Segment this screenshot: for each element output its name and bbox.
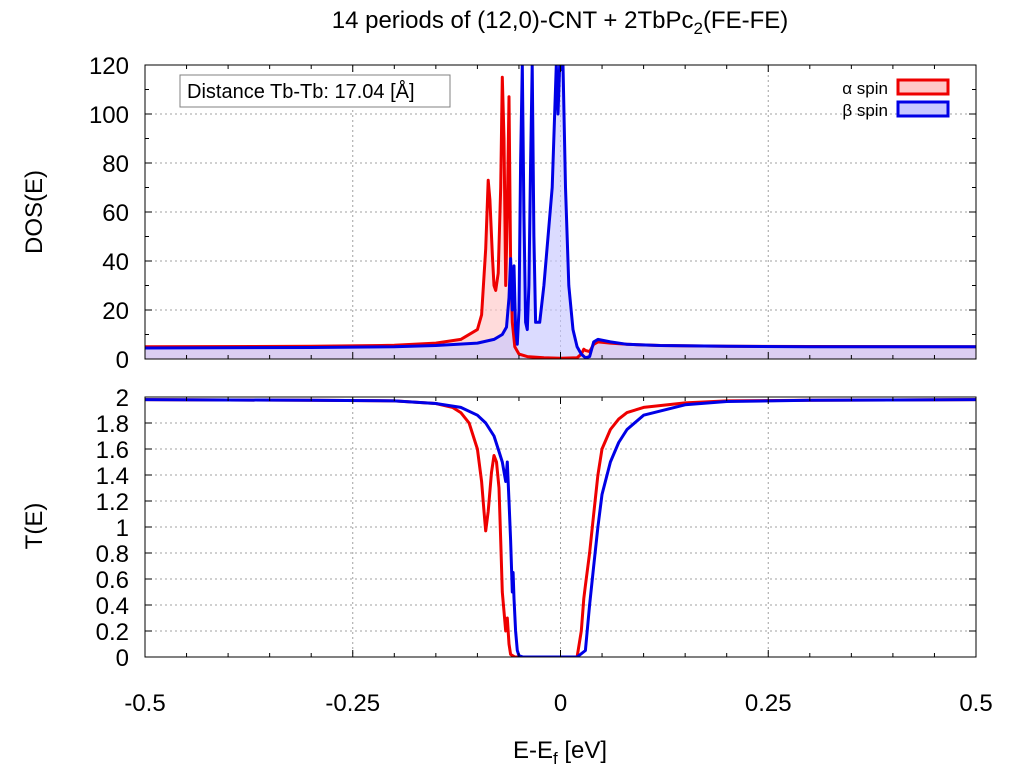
transmission-ytick-label: 0.4 (96, 593, 129, 620)
dos-ytick-label: 80 (102, 151, 129, 178)
chart-title: 14 periods of (12,0)-CNT + 2TbPc2(FE-FE) (332, 7, 789, 38)
dos-ytick-label: 120 (89, 53, 129, 80)
xlabel: E-Ef [eV] (513, 737, 607, 768)
bottom-ylabel: T(E) (21, 503, 48, 550)
transmission-ytick-label: 1.6 (96, 437, 129, 464)
dos-beta-line (145, 65, 976, 359)
dos-beta-fill (145, 65, 976, 359)
dos-ytick-label: 60 (102, 200, 129, 227)
xtick-label: -0.5 (124, 690, 165, 717)
legend-alpha-swatch (896, 78, 950, 96)
transmission-ytick-label: 1.4 (96, 463, 129, 490)
dos-ytick-label: 20 (102, 298, 129, 325)
transmission-beta-line (145, 398, 976, 657)
transmission-ytick-label: 0.6 (96, 567, 129, 594)
dos-ytick-label: 40 (102, 249, 129, 276)
transmission-ytick-label: 1.8 (96, 411, 129, 438)
transmission-ytick-label: 0 (116, 645, 129, 672)
transmission-ytick-label: 0.2 (96, 619, 129, 646)
annotation-text: Distance Tb-Tb: 17.04 [Å] (187, 80, 415, 103)
xtick-label: 0 (554, 690, 567, 717)
legend-beta-swatch (896, 100, 950, 118)
legend-beta-label: β spin (842, 101, 888, 120)
dos-series-group (145, 65, 976, 359)
xtick-label: 0.25 (745, 690, 792, 717)
dos-ytick-label: 100 (89, 102, 129, 129)
annotation-box: Distance Tb-Tb: 17.04 [Å] (179, 74, 451, 108)
dos-ytick-label: 0 (116, 347, 129, 374)
dos-alpha-line (145, 75, 976, 359)
transmission-ytick-label: 1.2 (96, 489, 129, 516)
transmission-series-group (145, 398, 976, 657)
transmission-ytick-label: 2 (116, 385, 129, 412)
transmission-alpha-line (145, 398, 976, 657)
xtick-label: -0.25 (325, 690, 380, 717)
top-ylabel: DOS(E) (21, 170, 48, 254)
xtick-label: 0.5 (959, 690, 992, 717)
transmission-ytick-label: 0.8 (96, 541, 129, 568)
transmission-ytick-label: 1 (116, 515, 129, 542)
legend-alpha-label: α spin (842, 79, 888, 98)
frame-layer: 02040608010012000.20.40.60.811.21.41.61.… (89, 53, 993, 717)
data-layer (145, 65, 976, 657)
legend: α spin β spin (842, 78, 950, 120)
